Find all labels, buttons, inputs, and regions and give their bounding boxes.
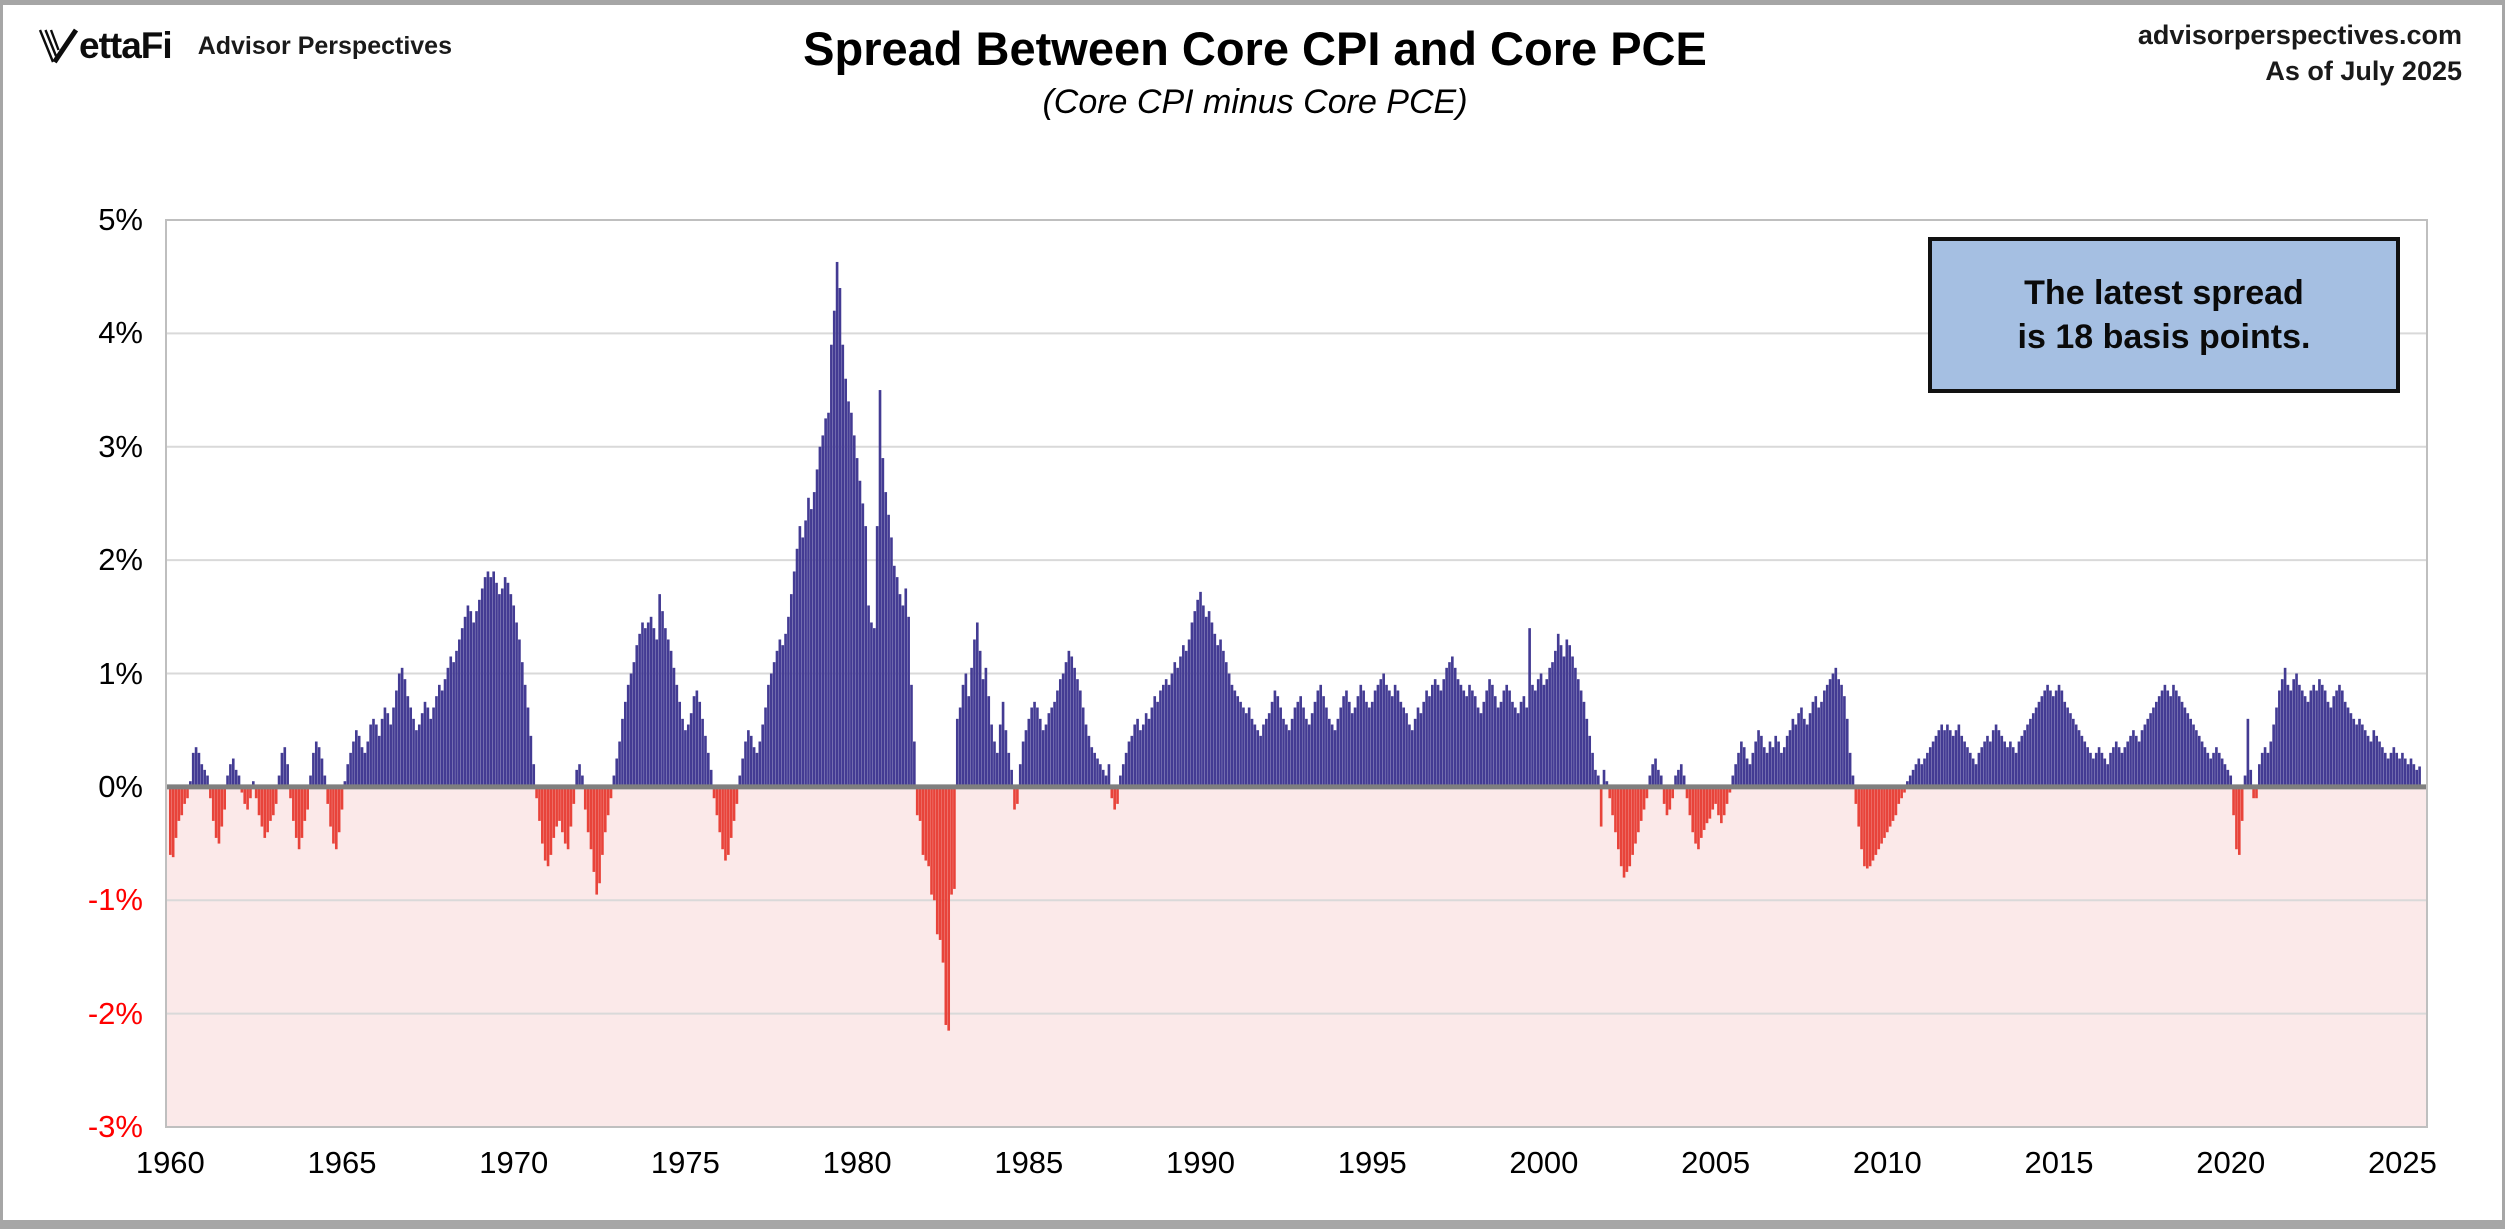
y-tick-label: 1% [98, 655, 143, 691]
as-of-date: As of July 2025 [2265, 56, 2462, 87]
y-tick-label: 3% [98, 428, 143, 464]
x-tick-label: 1985 [994, 1145, 1064, 1180]
advisor-perspectives-label: Advisor Perspectives [197, 31, 452, 60]
chart-title: Spread Between Core CPI and Core PCE [803, 22, 1707, 75]
x-tick-label: 1960 [135, 1145, 205, 1180]
x-tick-label: 1970 [479, 1145, 549, 1180]
y-tick-label: 4% [98, 315, 143, 351]
x-tick-label: 1980 [822, 1145, 892, 1180]
y-tick-label: -1% [87, 882, 143, 918]
x-tick-label: 2025 [2367, 1145, 2437, 1180]
latest-spread-callout: The latest spread is 18 basis points. [1928, 237, 2400, 393]
header-logo-area: ettaFi Advisor Perspectives [37, 25, 452, 67]
source-block: advisorperspectives.com As of July 2025 [2138, 17, 2462, 90]
x-tick-label: 2005 [1681, 1145, 1751, 1180]
x-tick-label: 1965 [307, 1145, 377, 1180]
vettafi-logo-v-icon [38, 28, 79, 64]
vettafi-logo: ettaFi [37, 25, 173, 67]
y-tick-label: 0% [98, 768, 143, 804]
callout-line2: is 18 basis points. [2017, 318, 2311, 356]
x-tick-label: 1990 [1166, 1145, 1235, 1180]
x-tick-label: 2015 [2024, 1145, 2094, 1180]
title-block: Spread Between Core CPI and Core PCE (Co… [655, 23, 1855, 122]
x-tick-label: 2000 [1509, 1145, 1579, 1180]
spread-bar-chart [165, 219, 2428, 1128]
y-tick-label: -2% [87, 995, 143, 1031]
x-tick-label: 2010 [1852, 1145, 1922, 1180]
source-url: advisorperspectives.com [2137, 20, 2462, 50]
y-tick-label: 2% [98, 542, 143, 578]
vettafi-logo-text: ettaFi [79, 25, 173, 66]
x-tick-label: 2020 [2196, 1145, 2266, 1180]
x-tick-label: 1975 [650, 1145, 720, 1180]
y-tick-label: 5% [98, 202, 143, 237]
callout-line1: The latest spread [2024, 273, 2304, 312]
chart-subtitle: (Core CPI minus Core PCE) [1042, 82, 1468, 121]
x-tick-label: 1995 [1337, 1145, 1407, 1180]
y-tick-label: -3% [87, 1109, 143, 1144]
